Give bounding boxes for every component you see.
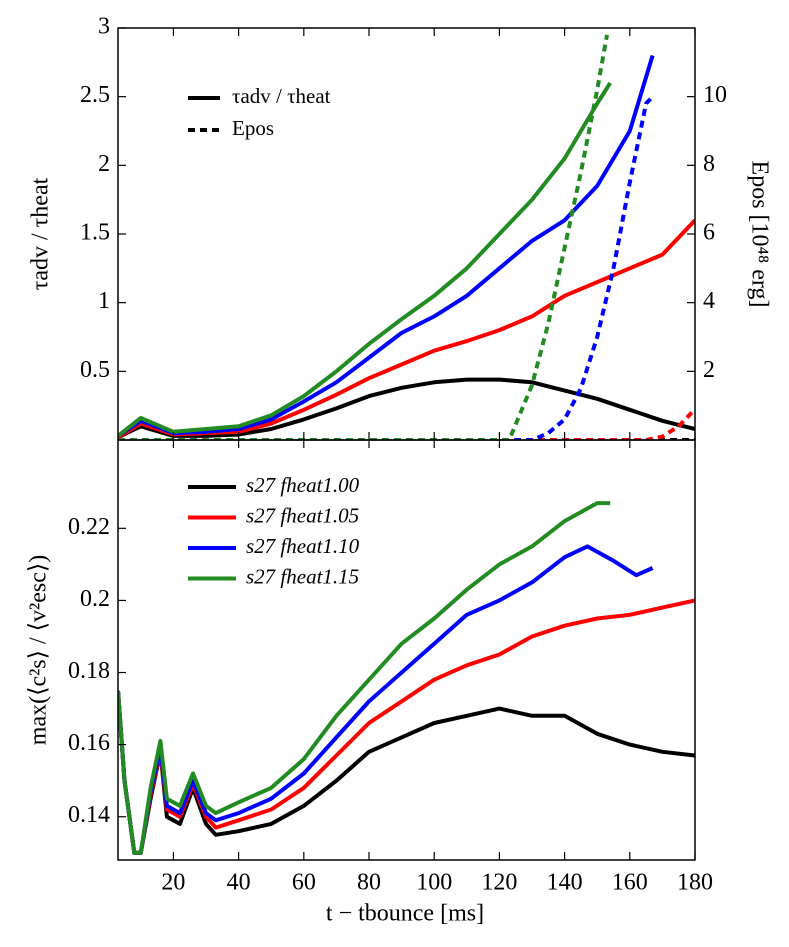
y-tick-label: 0.2 xyxy=(80,586,110,612)
series-line xyxy=(118,377,695,440)
y-axis-label: max(⟨c²s⟩ / ⟨v²esc⟩) xyxy=(26,555,52,745)
x-tick-label: 160 xyxy=(612,870,648,896)
legend-label: s27 fheat1.10 xyxy=(246,534,360,558)
x-tick-label: 20 xyxy=(161,870,185,896)
y-tick-label: 0.22 xyxy=(68,514,110,540)
series-line xyxy=(118,501,611,855)
y-tick-label: 2 xyxy=(98,151,110,177)
x-tick-label: 180 xyxy=(677,870,713,896)
series-line xyxy=(118,690,695,855)
x-tick-label: 40 xyxy=(227,870,251,896)
y2-tick-label: 8 xyxy=(703,151,715,177)
x-tick-label: 140 xyxy=(547,870,583,896)
y-tick-label: 0.16 xyxy=(68,730,110,756)
series-line xyxy=(118,34,609,440)
plot-area xyxy=(118,501,695,855)
x-axis-label: t − tbounce [ms] xyxy=(326,901,484,927)
y-tick-label: 1 xyxy=(98,288,110,314)
series-line xyxy=(118,81,612,438)
y2-axis-label: Epos [10⁴⁸ erg] xyxy=(746,161,772,308)
y2-tick-label: 10 xyxy=(703,82,727,108)
y-tick-label: 0.14 xyxy=(68,802,110,828)
y-tick-label: 0.18 xyxy=(68,658,110,684)
y-tick-label: 3 xyxy=(98,14,110,40)
x-tick-label: 100 xyxy=(416,870,452,896)
x-tick-label: 80 xyxy=(357,870,381,896)
legend-label: s27 fheat1.05 xyxy=(246,503,359,527)
y2-tick-label: 6 xyxy=(703,220,715,246)
legend-label: τadv / τheat xyxy=(232,84,331,108)
y2-tick-label: 2 xyxy=(703,357,715,383)
plot-frame xyxy=(117,439,696,861)
legend-label: Epos xyxy=(232,116,274,140)
plot-frame xyxy=(117,27,696,441)
plot-area xyxy=(118,34,695,440)
y-axis-label: τadv / τheat xyxy=(28,177,54,290)
series-line xyxy=(118,54,655,438)
legend-label: s27 fheat1.00 xyxy=(246,473,360,497)
y-tick-label: 0.5 xyxy=(80,357,110,383)
series-line xyxy=(118,95,655,440)
y2-tick-label: 4 xyxy=(703,288,715,314)
legend-label: s27 fheat1.15 xyxy=(246,564,359,588)
y-tick-label: 2.5 xyxy=(80,82,110,108)
y-tick-label: 1.5 xyxy=(80,220,110,246)
x-tick-label: 120 xyxy=(481,870,517,896)
series-line xyxy=(118,407,695,440)
x-tick-label: 60 xyxy=(292,870,316,896)
